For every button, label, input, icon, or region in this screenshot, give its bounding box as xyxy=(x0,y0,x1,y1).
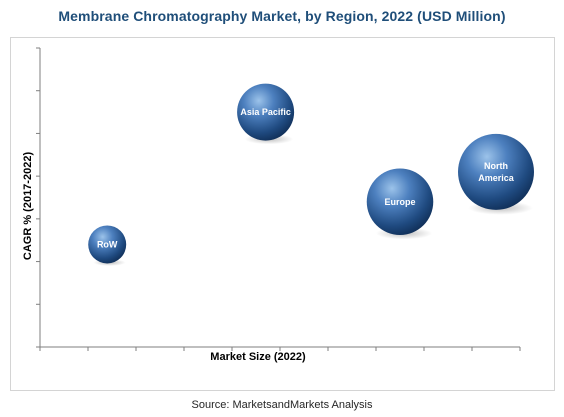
bubble-mark xyxy=(458,133,534,210)
bubble-label: America xyxy=(478,173,515,183)
bubble-mark xyxy=(366,168,434,236)
bubble-row: RoW xyxy=(88,225,127,266)
x-axis-label: Market Size (2022) xyxy=(210,351,306,363)
bubble-label: Europe xyxy=(384,197,415,207)
bubble-asia-pacific: Asia Pacific xyxy=(237,83,295,145)
bubble-label: Asia Pacific xyxy=(240,107,291,117)
bubble-north-america: North America xyxy=(458,133,534,215)
bubble-label: North xyxy=(484,161,508,171)
chart-title: Membrane Chromatography Market, by Regio… xyxy=(58,8,506,24)
chart-frame xyxy=(10,37,555,391)
bubble-mark xyxy=(88,225,127,264)
bubble-europe: Europe xyxy=(366,168,434,240)
bubble-label: RoW xyxy=(97,240,118,250)
y-axis-label: CAGR % (2017-2022) xyxy=(22,152,34,261)
bubble-mark xyxy=(237,83,295,141)
chart-bubbles: RoW Asia Pacific Europe North America xyxy=(88,83,534,266)
source-note: Source: MarketsandMarkets Analysis xyxy=(191,399,373,411)
chart-axes xyxy=(36,47,521,351)
